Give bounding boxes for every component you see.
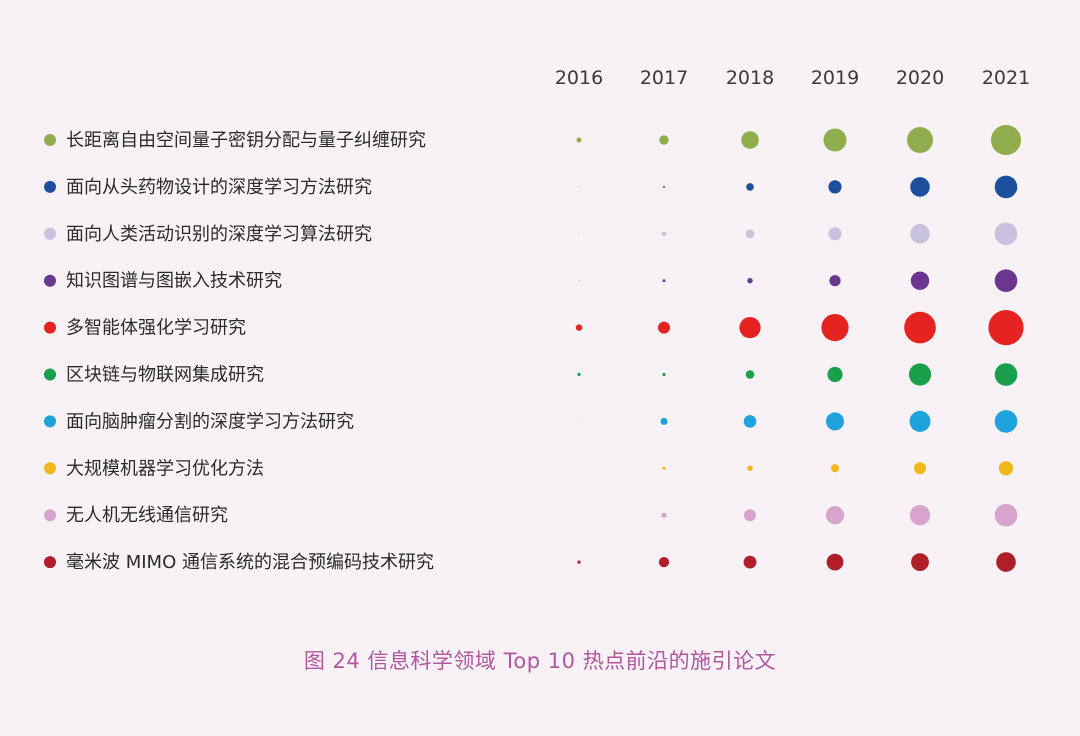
legend-marker [44,556,56,569]
bubble [994,269,1018,293]
series-row: 面向脑肿瘤分割的深度学习方法研究 [44,410,1018,433]
bubble [904,311,936,344]
bubble [827,366,843,383]
bubble [747,465,753,472]
bubble [662,279,666,283]
legend-marker [44,134,56,146]
legend-marker [44,415,56,428]
bubble [739,317,761,339]
series-label: 面向从头药物设计的深度学习方法研究 [66,177,372,198]
legend-marker [44,274,56,287]
bubble [994,175,1018,199]
bubble [910,177,930,197]
year-label: 2016 [555,67,603,89]
bubble [821,314,849,342]
legend-marker [44,321,56,334]
bubble [910,224,930,244]
legend-marker [44,368,56,381]
bubble [994,363,1018,386]
bubble [741,131,759,149]
series-label: 面向人类活动识别的深度学习算法研究 [66,224,372,245]
bubble [577,560,581,564]
bubble [831,464,839,473]
bubble [988,310,1024,346]
series-row: 毫米波 MIMO 通信系统的混合预编码技术研究 [44,552,1016,573]
bubble [576,137,582,143]
bubble [578,233,580,235]
series-row: 面向人类活动识别的深度学习算法研究 [44,222,1018,246]
bubble [747,278,753,284]
series-row: 大规模机器学习优化方法 [44,458,1014,479]
bubble [826,553,844,571]
bubble [911,553,929,571]
bubble [907,127,933,153]
bubble [914,462,926,475]
bubble [746,183,754,191]
bubble [578,280,580,282]
series-row: 区块链与物联网集成研究 [44,363,1018,386]
bubble [577,372,581,377]
year-label: 2019 [811,67,859,89]
series-row: 多智能体强化学习研究 [44,310,1024,346]
bubble [661,512,667,518]
year-label: 2021 [982,67,1030,89]
bubble [663,185,665,188]
year-label: 2018 [726,67,774,89]
bubble [662,372,666,377]
bubble [996,552,1016,572]
year-label: 2017 [640,67,688,89]
series-row: 面向从头药物设计的深度学习方法研究 [44,175,1018,199]
bubble [745,229,755,239]
bubble [910,271,930,290]
bubble [998,461,1014,476]
series-label: 毫米波 MIMO 通信系统的混合预编码技术研究 [66,552,434,573]
series-label: 多智能体强化学习研究 [66,318,246,339]
bubble [662,466,666,470]
bubble [743,555,757,569]
series-row: 知识图谱与图嵌入技术研究 [44,269,1018,293]
bubble [743,415,757,428]
bubble [994,222,1018,246]
series-label: 大规模机器学习优化方法 [66,458,264,479]
figure-caption: 图 24 信息科学领域 Top 10 热点前沿的施引论文 [303,649,777,673]
bubble [909,410,931,432]
year-label: 2020 [896,67,944,89]
bubble [659,135,669,145]
bubble [658,557,670,568]
bubble [575,324,583,331]
legend-marker [44,227,56,240]
bubble [826,412,844,431]
series-label: 无人机无线通信研究 [66,505,228,526]
bubble [661,231,667,237]
bubble [994,410,1018,433]
bubble [991,125,1021,155]
bubble [828,227,842,241]
legend-marker [44,509,56,522]
bubble [578,186,580,188]
series-label: 知识图谱与图嵌入技术研究 [66,271,282,292]
series-row: 无人机无线通信研究 [44,503,1018,527]
bubble [908,363,932,386]
bubble [744,509,756,522]
bubble [828,180,842,194]
series-label: 长距离自由空间量子密钥分配与量子纠缠研究 [66,130,426,151]
bubble [745,370,755,379]
bubble [658,321,670,334]
bubble [578,421,580,422]
bubble [994,503,1018,527]
bubble [578,467,580,469]
bubble [660,417,668,425]
series-label: 区块链与物联网集成研究 [66,365,264,386]
legend-marker [44,462,56,475]
series-row: 长距离自由空间量子密钥分配与量子纠缠研究 [44,125,1021,155]
bubble [823,128,847,152]
bubble [578,514,580,516]
legend-marker [44,180,56,193]
series-label: 面向脑肿瘤分割的深度学习方法研究 [66,411,354,432]
bubble [909,505,931,526]
bubble [825,506,845,525]
bubble [829,275,841,287]
